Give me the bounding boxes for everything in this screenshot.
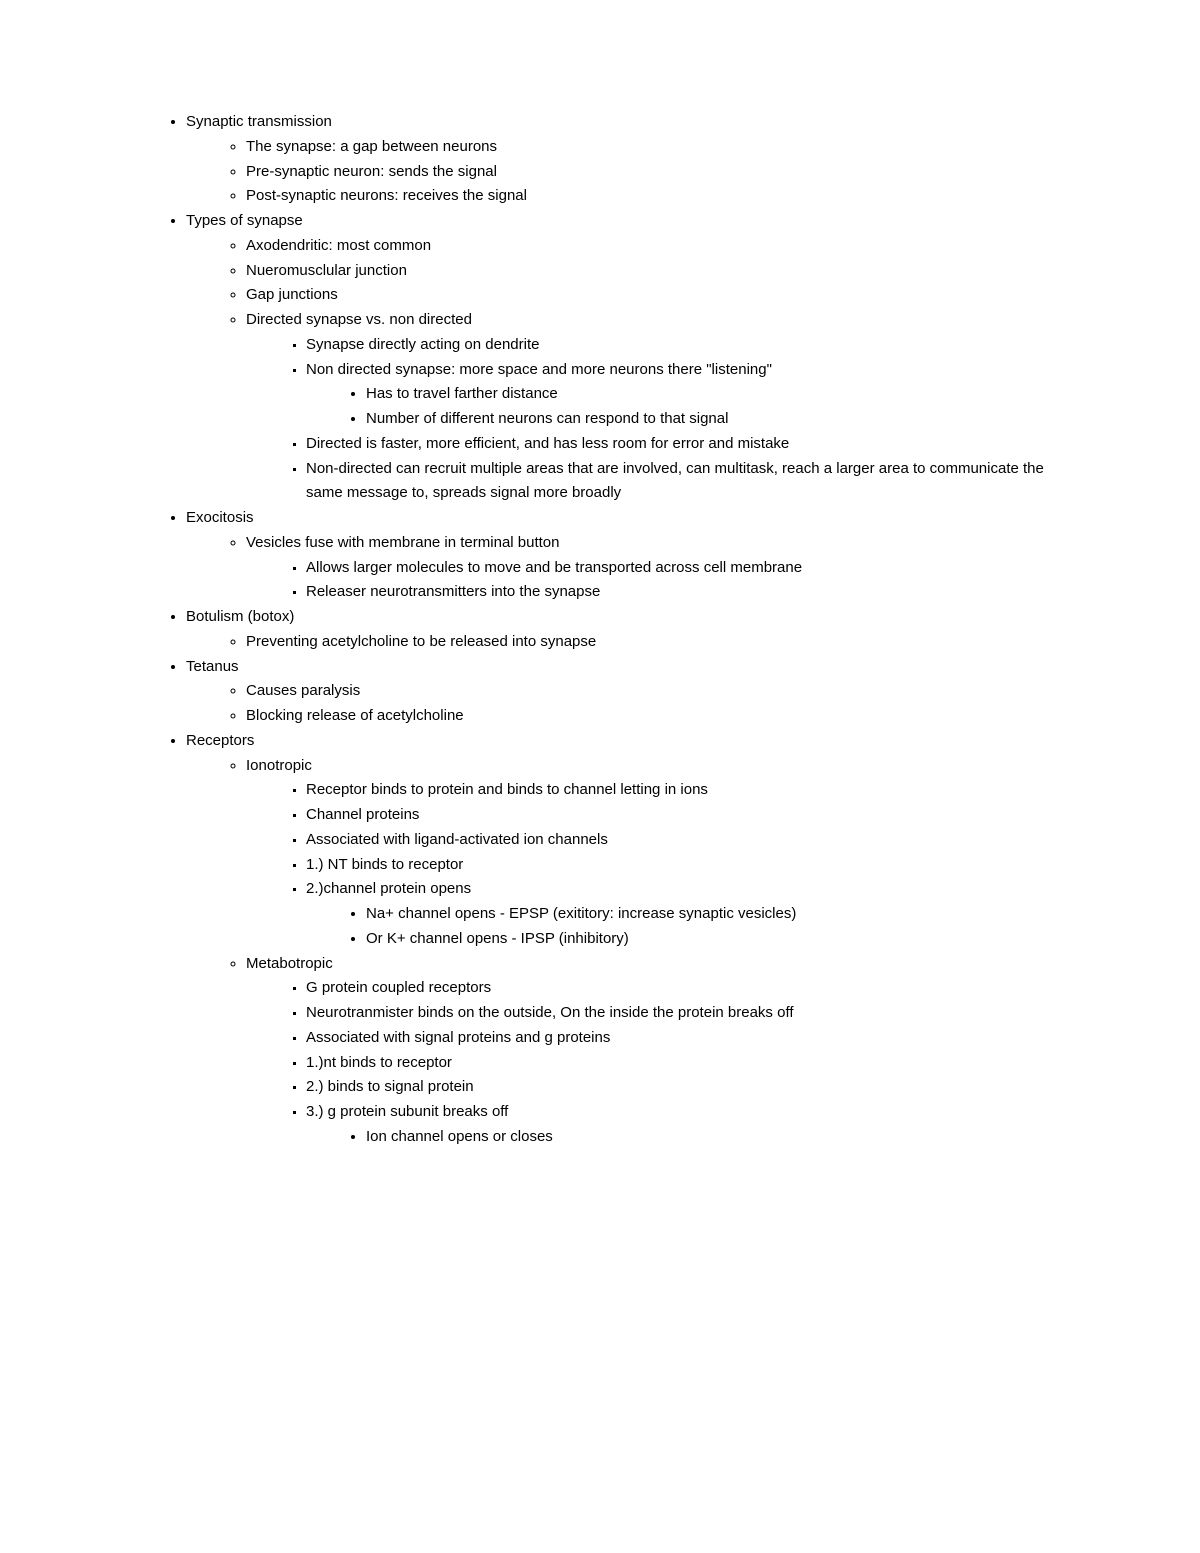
list-item-text: Exocitosis <box>186 509 254 526</box>
list-item: Vesicles fuse with membrane in terminal … <box>246 531 1070 605</box>
document-outline: Synaptic transmission The synapse: a gap … <box>130 110 1070 1150</box>
list-level-4: Has to travel farther distance Number of … <box>306 382 1070 432</box>
list-item: Directed is faster, more efficient, and … <box>306 432 1070 457</box>
list-item-text: Metabotropic <box>246 955 333 972</box>
list-item: Gap junctions <box>246 283 1070 308</box>
list-item: Nueromusclular junction <box>246 259 1070 284</box>
list-item-text: Causes paralysis <box>246 682 360 699</box>
list-level-3: G protein coupled receptors Neurotranmist… <box>246 976 1070 1149</box>
list-item: Ion channel opens or closes <box>366 1125 1070 1150</box>
list-item-text: Releaser neurotransmitters into the syna… <box>306 583 600 600</box>
list-item-text: Nueromusclular junction <box>246 262 407 279</box>
list-item-text: 2.)channel protein opens <box>306 880 471 897</box>
list-item-text: Receptor binds to protein and binds to c… <box>306 781 708 798</box>
list-item: Associated with ligand-activated ion cha… <box>306 828 1070 853</box>
list-item-text: Channel proteins <box>306 806 419 823</box>
list-item: Types of synapse Axodendritic: most commo… <box>186 209 1070 506</box>
list-level-2: The synapse: a gap between neurons Pre-sy… <box>186 135 1070 209</box>
list-item: 2.)channel protein opens Na+ channel open… <box>306 877 1070 951</box>
list-item-text: Na+ channel opens - EPSP (exititory: inc… <box>366 905 796 922</box>
list-level-3: Allows larger molecules to move and be t… <box>246 556 1070 606</box>
list-item: Non directed synapse: more space and mor… <box>306 358 1070 432</box>
list-item-text: Ionotropic <box>246 757 312 774</box>
list-item: Synaptic transmission The synapse: a gap … <box>186 110 1070 209</box>
list-item-text: Pre-synaptic neuron: sends the signal <box>246 163 497 180</box>
list-item: 3.) g protein subunit breaks off Ion chan… <box>306 1100 1070 1150</box>
list-level-3: Synapse directly acting on dendrite Non d… <box>246 333 1070 506</box>
list-level-2: Causes paralysis Blocking release of acet… <box>186 679 1070 729</box>
list-item: 1.)nt binds to receptor <box>306 1051 1070 1076</box>
list-item-text: Or K+ channel opens - IPSP (inhibitory) <box>366 930 629 947</box>
list-item-text: Vesicles fuse with membrane in terminal … <box>246 534 559 551</box>
list-item: Post-synaptic neurons: receives the sign… <box>246 184 1070 209</box>
list-item: Channel proteins <box>306 803 1070 828</box>
list-level-2: Axodendritic: most common Nueromusclular … <box>186 234 1070 506</box>
list-item: Synapse directly acting on dendrite <box>306 333 1070 358</box>
list-item: Exocitosis Vesicles fuse with membrane in… <box>186 506 1070 605</box>
list-item-text: G protein coupled receptors <box>306 979 491 996</box>
list-item-text: Ion channel opens or closes <box>366 1128 553 1145</box>
list-item-text: Botulism (botox) <box>186 608 294 625</box>
list-item-text: Receptors <box>186 732 254 749</box>
list-item-text: Directed is faster, more efficient, and … <box>306 435 789 452</box>
list-item-text: Associated with signal proteins and g pr… <box>306 1029 610 1046</box>
list-item-text: Types of synapse <box>186 212 303 229</box>
list-item: Causes paralysis <box>246 679 1070 704</box>
list-item-text: Gap junctions <box>246 286 338 303</box>
list-level-3: Receptor binds to protein and binds to c… <box>246 778 1070 951</box>
list-item: The synapse: a gap between neurons <box>246 135 1070 160</box>
list-item-text: 2.) binds to signal protein <box>306 1078 474 1095</box>
list-item-text: 1.) NT binds to receptor <box>306 856 463 873</box>
list-level-2: Ionotropic Receptor binds to protein and … <box>186 754 1070 1150</box>
list-item-text: Synaptic transmission <box>186 113 332 130</box>
list-item-text: Tetanus <box>186 658 239 675</box>
list-item: 2.) binds to signal protein <box>306 1075 1070 1100</box>
list-item: Non-directed can recruit multiple areas … <box>306 457 1070 507</box>
list-item: Has to travel farther distance <box>366 382 1070 407</box>
list-item-text: Axodendritic: most common <box>246 237 431 254</box>
list-item-text: Has to travel farther distance <box>366 385 558 402</box>
list-item: Preventing acetylcholine to be released … <box>246 630 1070 655</box>
list-item: G protein coupled receptors <box>306 976 1070 1001</box>
list-item: Pre-synaptic neuron: sends the signal <box>246 160 1070 185</box>
list-item-text: 1.)nt binds to receptor <box>306 1054 452 1071</box>
list-level-2: Preventing acetylcholine to be released … <box>186 630 1070 655</box>
list-item: Blocking release of acetylcholine <box>246 704 1070 729</box>
list-item: Tetanus Causes paralysis Blocking release … <box>186 655 1070 729</box>
list-item-text: Directed synapse vs. non directed <box>246 311 472 328</box>
list-item-text: 3.) g protein subunit breaks off <box>306 1103 508 1120</box>
list-item-text: Synapse directly acting on dendrite <box>306 336 539 353</box>
list-item-text: Number of different neurons can respond … <box>366 410 728 427</box>
list-item-text: The synapse: a gap between neurons <box>246 138 497 155</box>
list-item: Receptors Ionotropic Receptor binds to pro… <box>186 729 1070 1150</box>
list-item: Number of different neurons can respond … <box>366 407 1070 432</box>
list-item: Releaser neurotransmitters into the syna… <box>306 580 1070 605</box>
list-item-text: Preventing acetylcholine to be released … <box>246 633 596 650</box>
list-item: Directed synapse vs. non directed Synapse… <box>246 308 1070 506</box>
list-item-text: Non directed synapse: more space and mor… <box>306 361 772 378</box>
list-item: Neurotranmister binds on the outside, On… <box>306 1001 1070 1026</box>
list-item-text: Allows larger molecules to move and be t… <box>306 559 802 576</box>
list-item: Associated with signal proteins and g pr… <box>306 1026 1070 1051</box>
list-item-text: Neurotranmister binds on the outside, On… <box>306 1004 794 1021</box>
list-item-text: Blocking release of acetylcholine <box>246 707 464 724</box>
list-item-text: Associated with ligand-activated ion cha… <box>306 831 608 848</box>
list-level-2: Vesicles fuse with membrane in terminal … <box>186 531 1070 605</box>
list-item-text: Non-directed can recruit multiple areas … <box>306 460 1044 502</box>
list-level-1: Synaptic transmission The synapse: a gap … <box>130 110 1070 1150</box>
list-item: Na+ channel opens - EPSP (exititory: inc… <box>366 902 1070 927</box>
list-level-4: Ion channel opens or closes <box>306 1125 1070 1150</box>
list-item: Botulism (botox) Preventing acetylcholine… <box>186 605 1070 655</box>
list-item: Allows larger molecules to move and be t… <box>306 556 1070 581</box>
list-item: Or K+ channel opens - IPSP (inhibitory) <box>366 927 1070 952</box>
list-item: Axodendritic: most common <box>246 234 1070 259</box>
list-level-4: Na+ channel opens - EPSP (exititory: inc… <box>306 902 1070 952</box>
list-item: 1.) NT binds to receptor <box>306 853 1070 878</box>
list-item: Receptor binds to protein and binds to c… <box>306 778 1070 803</box>
list-item-text: Post-synaptic neurons: receives the sign… <box>246 187 527 204</box>
list-item: Ionotropic Receptor binds to protein and … <box>246 754 1070 952</box>
list-item: Metabotropic G protein coupled receptors N… <box>246 952 1070 1150</box>
